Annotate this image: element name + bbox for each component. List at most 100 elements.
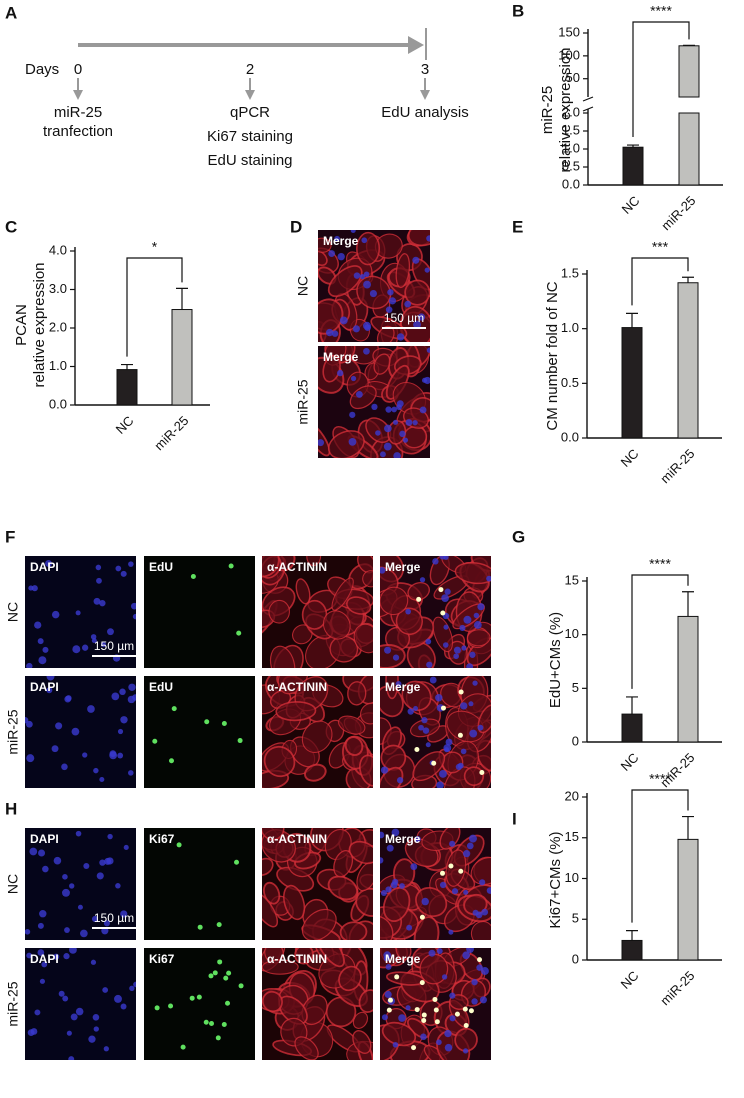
cell bbox=[283, 884, 306, 921]
positive-nucleus bbox=[438, 587, 444, 593]
positive-nucleus bbox=[225, 1000, 231, 1006]
error-bar bbox=[627, 144, 639, 148]
cell bbox=[262, 959, 299, 975]
cell bbox=[337, 715, 366, 735]
cell bbox=[404, 279, 430, 306]
cell bbox=[327, 875, 359, 901]
nucleus bbox=[486, 887, 491, 894]
nucleus bbox=[25, 929, 31, 935]
positive-nucleus bbox=[448, 863, 454, 869]
nucleus bbox=[453, 646, 461, 654]
nucleus bbox=[348, 438, 357, 446]
cell bbox=[463, 766, 485, 787]
nucleus bbox=[38, 849, 46, 857]
cell bbox=[358, 989, 373, 1013]
error-bar bbox=[176, 287, 188, 310]
bar bbox=[622, 146, 644, 186]
nucleus bbox=[114, 994, 122, 1003]
nucleus bbox=[383, 442, 392, 451]
nucleus bbox=[65, 695, 72, 702]
nucleus bbox=[463, 850, 471, 858]
error-bar bbox=[626, 696, 638, 715]
nucleus bbox=[107, 833, 113, 840]
x-tick-label: miR-25 bbox=[658, 193, 698, 233]
nucleus bbox=[64, 927, 70, 933]
nucleus bbox=[405, 608, 411, 615]
cell bbox=[395, 253, 411, 289]
positive-nucleus bbox=[223, 975, 229, 981]
cell bbox=[333, 850, 354, 878]
nucleus bbox=[46, 676, 55, 681]
row-label: NC bbox=[295, 276, 311, 296]
micrograph bbox=[25, 676, 136, 788]
nucleus bbox=[380, 857, 384, 864]
cell bbox=[262, 891, 279, 928]
positive-nucleus bbox=[215, 1035, 221, 1041]
cell bbox=[318, 298, 344, 335]
nucleus bbox=[445, 738, 453, 746]
nucleus bbox=[473, 612, 480, 619]
nucleus bbox=[361, 237, 368, 244]
nucleus bbox=[392, 1041, 399, 1048]
row-label: NC bbox=[5, 602, 21, 622]
cell bbox=[407, 581, 431, 601]
nucleus bbox=[37, 638, 44, 645]
error-bar bbox=[682, 815, 694, 840]
positive-nucleus bbox=[217, 959, 223, 965]
positive-nucleus bbox=[411, 1045, 417, 1051]
nucleus bbox=[384, 424, 392, 433]
positive-nucleus bbox=[221, 1021, 227, 1027]
positive-nucleus bbox=[228, 563, 234, 569]
panel-label: D bbox=[290, 217, 302, 236]
nucleus bbox=[26, 754, 35, 763]
nucleus bbox=[449, 1015, 456, 1022]
nucleus bbox=[410, 863, 418, 871]
nucleus bbox=[463, 615, 472, 624]
micrograph-bg bbox=[144, 556, 255, 668]
cell bbox=[395, 948, 412, 960]
nucleus bbox=[91, 915, 99, 923]
nucleus bbox=[99, 776, 105, 783]
bar bbox=[678, 112, 700, 186]
y-tick-label: 0 bbox=[572, 951, 579, 966]
nucleus bbox=[120, 716, 128, 724]
nucleus bbox=[66, 1030, 72, 1036]
micrograph bbox=[144, 556, 255, 668]
micrograph bbox=[262, 948, 373, 1060]
error-bar bbox=[682, 591, 694, 617]
nucleus bbox=[37, 949, 45, 956]
micrograph bbox=[380, 828, 491, 940]
nucleus bbox=[58, 990, 65, 997]
nucleus bbox=[115, 565, 122, 572]
nucleus bbox=[463, 889, 469, 895]
x-tick-label: miR-25 bbox=[657, 446, 697, 486]
positive-nucleus bbox=[154, 1005, 160, 1011]
nucleus bbox=[352, 325, 360, 333]
y-tick-label: 0 bbox=[572, 733, 579, 748]
nucleus bbox=[119, 688, 126, 696]
cell bbox=[380, 766, 404, 788]
nucleus bbox=[425, 638, 432, 645]
nucleus bbox=[39, 909, 47, 918]
nucleus bbox=[486, 575, 491, 582]
nucleus bbox=[371, 403, 378, 411]
cell bbox=[318, 249, 328, 267]
panel-label: I bbox=[512, 809, 517, 828]
nucleus bbox=[404, 300, 412, 308]
cell bbox=[352, 1030, 372, 1054]
cell bbox=[415, 886, 448, 918]
y-tick-label: 15 bbox=[565, 572, 579, 587]
event-label: miR-25 bbox=[54, 104, 102, 121]
nucleus bbox=[443, 556, 449, 560]
error-bar bbox=[626, 930, 638, 941]
cell bbox=[318, 237, 332, 253]
nucleus bbox=[46, 687, 53, 694]
nucleus bbox=[63, 953, 70, 960]
bar bbox=[677, 838, 699, 961]
nucleus bbox=[101, 642, 107, 648]
axis-break bbox=[582, 96, 594, 102]
nucleus bbox=[83, 862, 90, 869]
cell bbox=[269, 645, 296, 668]
nucleus bbox=[26, 662, 33, 668]
nucleus bbox=[442, 642, 449, 648]
